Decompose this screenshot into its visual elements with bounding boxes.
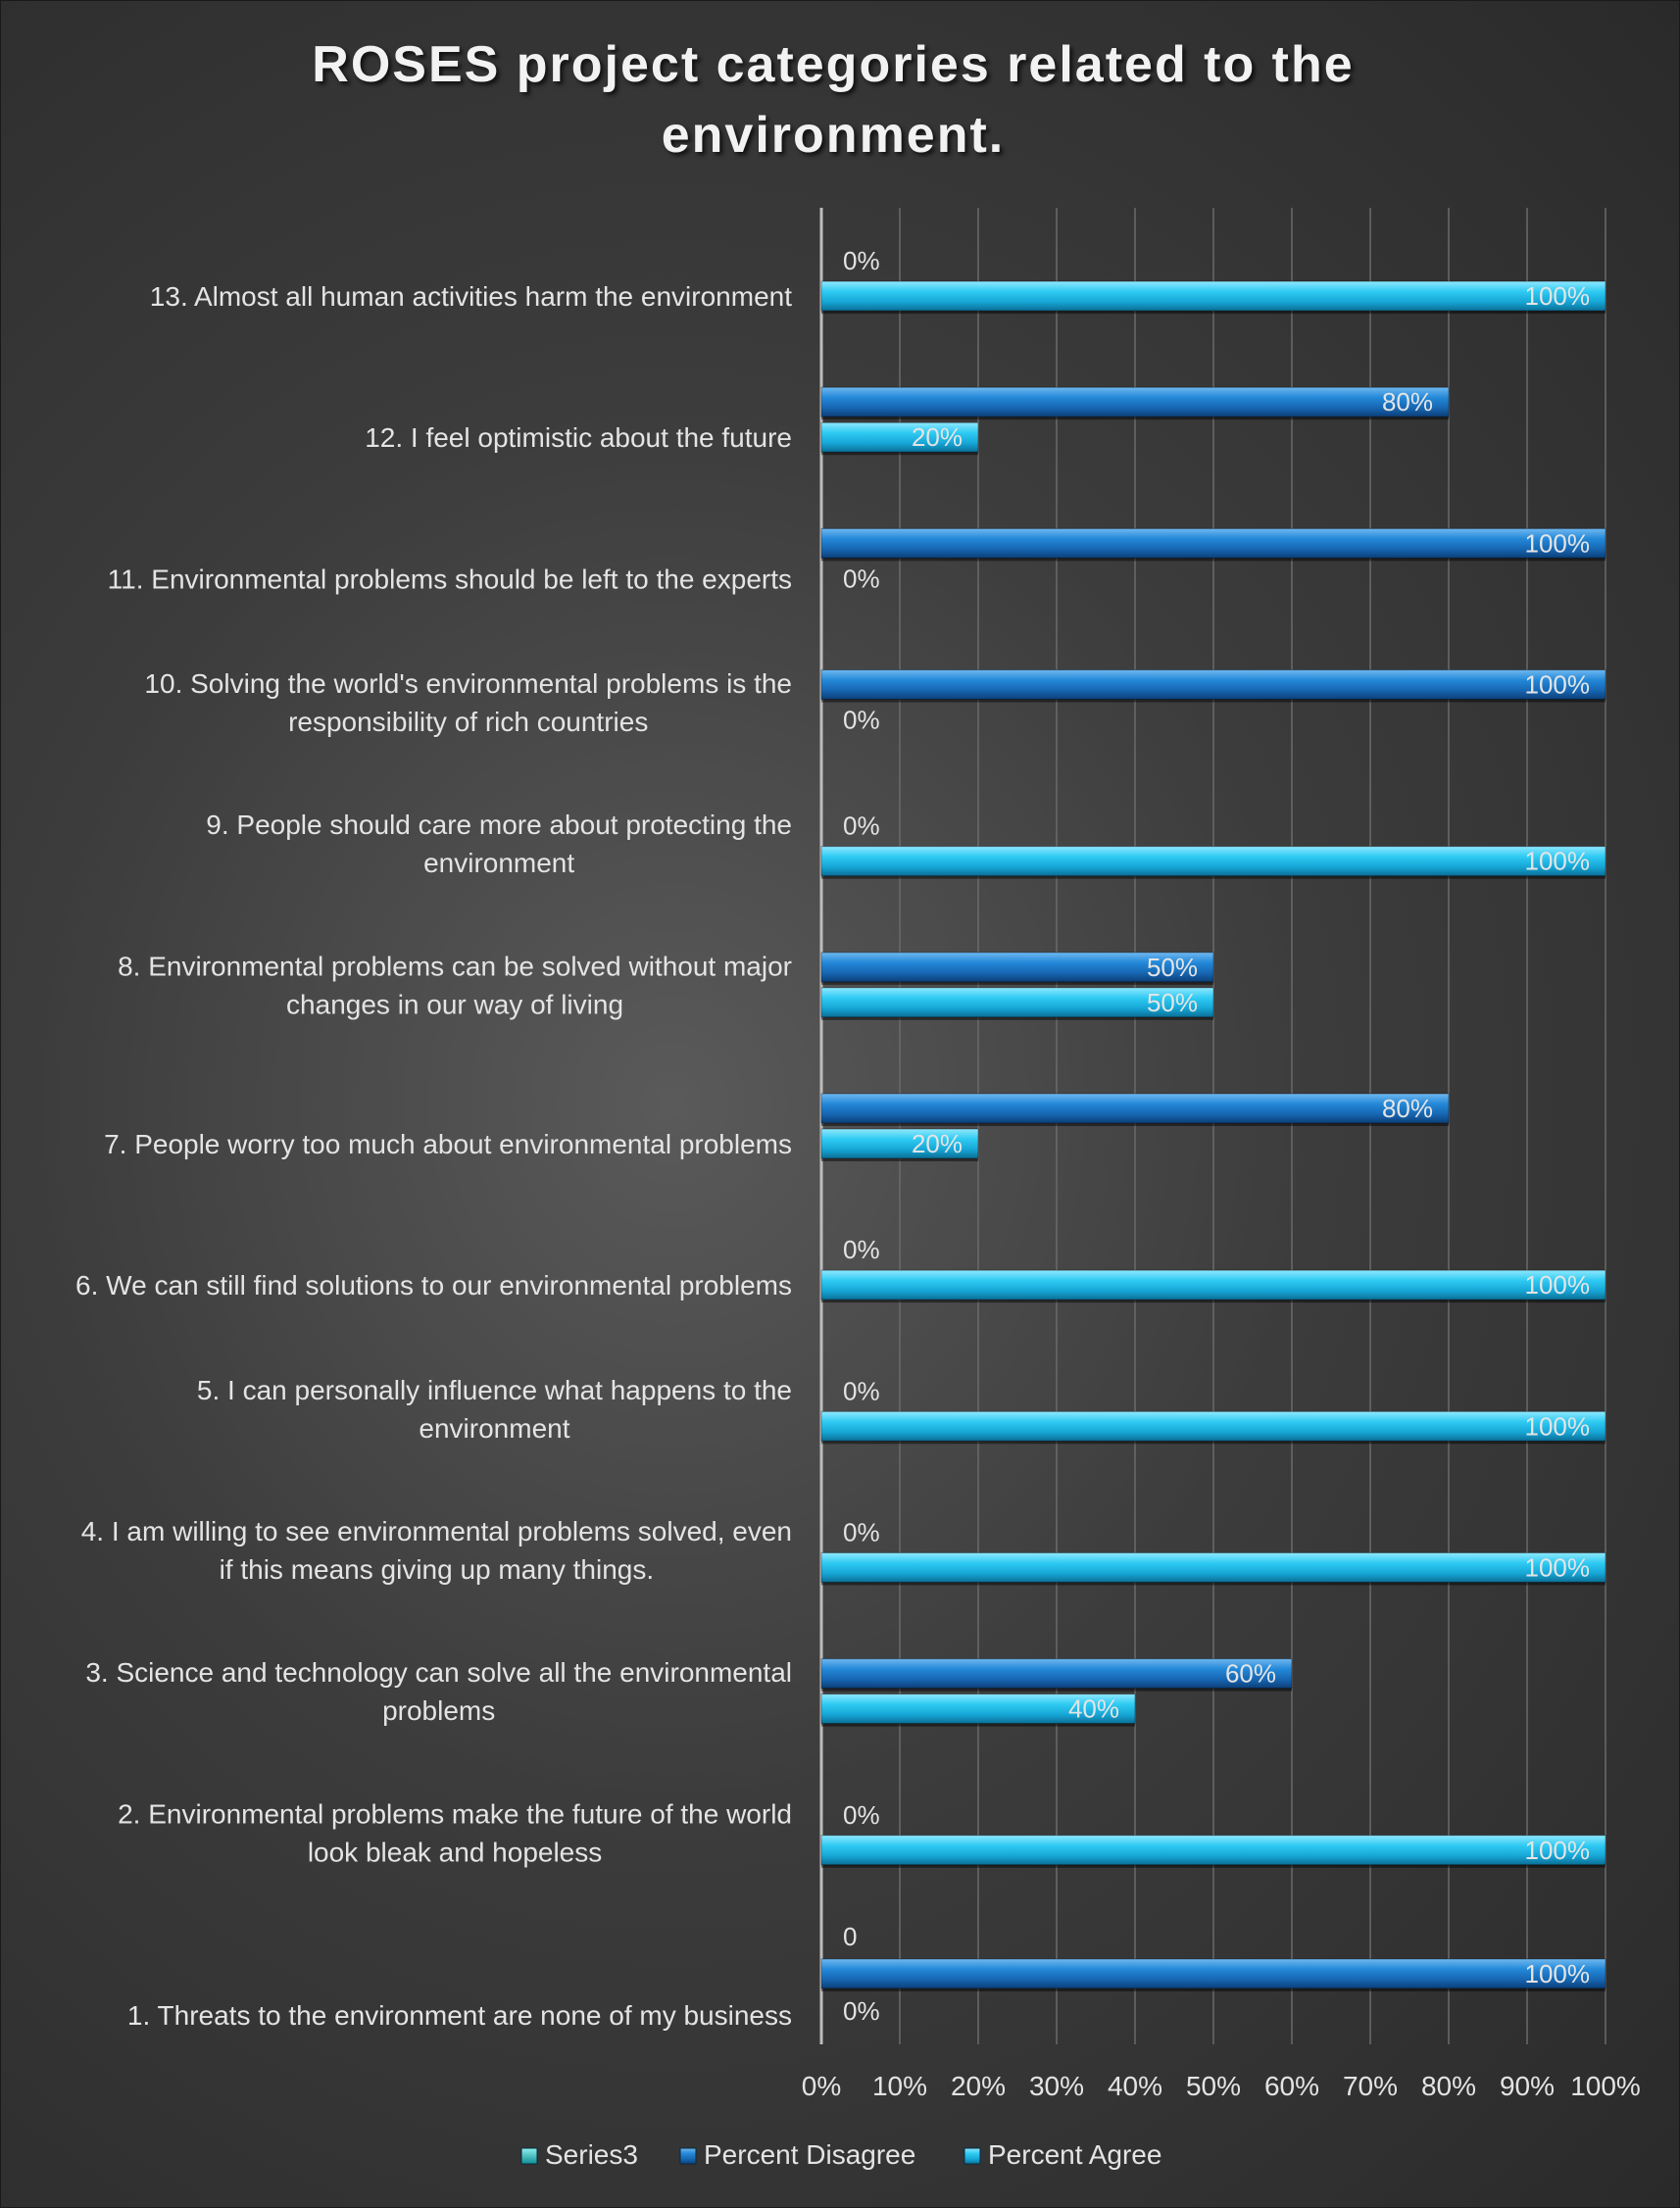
bar-percent-agree bbox=[820, 1269, 1606, 1300]
legend-label: Percent Agree bbox=[988, 2139, 1161, 2170]
chart-title-line-2: environment. bbox=[661, 107, 1006, 164]
x-tick-label: 100% bbox=[1570, 2071, 1641, 2101]
bar-percent-disagree bbox=[820, 669, 1606, 701]
bar-percent-disagree-label: 0% bbox=[843, 1235, 880, 1264]
category-label: responsibility of rich countries bbox=[288, 707, 648, 737]
legend-label: Series3 bbox=[545, 2139, 638, 2170]
x-tick-label: 60% bbox=[1264, 2071, 1319, 2101]
category-label: 9. People should care more about protect… bbox=[206, 810, 792, 840]
x-tick-label: 20% bbox=[951, 2071, 1006, 2101]
bar-percent-disagree-label: 0% bbox=[843, 1376, 880, 1405]
chart-title: ROSES project categories related to the … bbox=[245, 29, 1421, 171]
bar-percent-agree bbox=[820, 1835, 1606, 1866]
bar-percent-disagree bbox=[820, 952, 1214, 983]
bar-percent-disagree bbox=[820, 1093, 1450, 1124]
x-tick-label: 80% bbox=[1421, 2071, 1476, 2101]
bar-percent-agree bbox=[820, 987, 1214, 1018]
x-tick-label: 70% bbox=[1343, 2071, 1398, 2101]
bar-percent-disagree bbox=[820, 527, 1606, 559]
bar-series: 0 100% 0% 0% 100% 60% 40% 0% 100% 0% 100% 0% 100% 80%… bbox=[820, 246, 1606, 2026]
category-label: environment bbox=[423, 848, 574, 878]
legend-swatch bbox=[679, 2147, 697, 2165]
x-axis-ticks: 0% 10% 20% 30% 40% 50% 60% 70% 80% 90% 100% bbox=[802, 2071, 1641, 2101]
x-tick-label: 40% bbox=[1108, 2071, 1162, 2101]
bar-percent-disagree-label: 50% bbox=[1147, 953, 1198, 982]
bar-percent-disagree-label: 80% bbox=[1382, 387, 1433, 417]
legend-swatch bbox=[964, 2147, 981, 2165]
bar-percent-agree-label: 100% bbox=[1525, 1552, 1591, 1582]
x-tick-label: 30% bbox=[1029, 2071, 1084, 2101]
x-tick-label: 0% bbox=[802, 2071, 841, 2101]
bar-percent-agree-label: 100% bbox=[1525, 1836, 1591, 1865]
bar-percent-disagree-label: 100% bbox=[1525, 528, 1591, 558]
legend-label: Percent Disagree bbox=[704, 2139, 915, 2170]
x-tick-label: 50% bbox=[1186, 2071, 1241, 2101]
category-label: environment bbox=[419, 1413, 569, 1444]
bar-percent-disagree-label: 0% bbox=[843, 1517, 880, 1546]
category-label: 11. Environmental problems should be lef… bbox=[108, 564, 792, 594]
category-labels: 1. Threats to the environment are none o… bbox=[75, 281, 792, 2031]
bar-percent-agree bbox=[820, 846, 1606, 877]
chart-title-line-1: ROSES project categories related to the bbox=[312, 36, 1355, 93]
bar-percent-agree-label: 20% bbox=[912, 1129, 963, 1158]
bar-percent-agree bbox=[820, 1410, 1606, 1442]
bar-percent-agree bbox=[820, 1128, 979, 1159]
category-label: 2. Environmental problems make the futur… bbox=[118, 1798, 792, 1829]
category-label: 8. Environmental problems can be solved … bbox=[118, 951, 792, 981]
bar-percent-disagree-label: 0% bbox=[843, 1800, 880, 1830]
legend: Series3 Percent Disagree Percent Agree bbox=[520, 2139, 1161, 2170]
bar-percent-agree-label: 0% bbox=[843, 564, 880, 593]
bar-percent-agree bbox=[820, 421, 979, 453]
bar-percent-disagree-label: 0% bbox=[843, 246, 880, 275]
category-label: 4. I am willing to see environmental pro… bbox=[81, 1516, 792, 1546]
series3-label: 0 bbox=[843, 1922, 857, 1951]
bar-percent-agree-label: 0% bbox=[843, 706, 880, 735]
category-label: 13. Almost all human activities harm the… bbox=[150, 281, 792, 312]
bar-percent-disagree bbox=[820, 1958, 1606, 1989]
legend-swatch bbox=[520, 2147, 538, 2165]
bar-percent-agree-label: 50% bbox=[1147, 988, 1198, 1017]
x-tick-label: 10% bbox=[872, 2071, 927, 2101]
x-tick-label: 90% bbox=[1500, 2071, 1555, 2101]
bar-percent-agree bbox=[820, 1551, 1606, 1583]
grid-lines bbox=[819, 208, 1606, 2044]
category-label: 1. Threats to the environment are none o… bbox=[127, 2000, 792, 2031]
bar-percent-agree-label: 100% bbox=[1525, 1411, 1591, 1441]
category-label: 12. I feel optimistic about the future bbox=[365, 422, 792, 453]
bar-percent-disagree bbox=[820, 386, 1450, 417]
category-label: 5. I can personally influence what happe… bbox=[197, 1375, 792, 1405]
category-label: changes in our way of living bbox=[286, 989, 623, 1019]
category-label: look bleak and hopeless bbox=[308, 1837, 602, 1867]
bar-percent-agree bbox=[820, 1693, 1136, 1725]
bar-percent-agree bbox=[820, 280, 1606, 312]
category-label: if this means giving up many things. bbox=[220, 1554, 655, 1585]
bar-percent-disagree bbox=[820, 1658, 1293, 1690]
bar-percent-agree-label: 40% bbox=[1068, 1694, 1119, 1724]
bar-percent-disagree-label: 0% bbox=[843, 811, 880, 841]
category-label: 6. We can still find solutions to our en… bbox=[75, 1270, 792, 1300]
bar-percent-agree-label: 100% bbox=[1525, 1270, 1591, 1300]
category-label: problems bbox=[382, 1695, 495, 1726]
category-label: 7. People worry too much about environme… bbox=[104, 1129, 792, 1159]
bar-percent-agree-label: 100% bbox=[1525, 281, 1591, 311]
bar-percent-disagree-label: 80% bbox=[1382, 1094, 1433, 1123]
bar-percent-agree-label: 100% bbox=[1525, 847, 1591, 876]
bar-percent-disagree-label: 100% bbox=[1525, 670, 1591, 700]
category-label: 10. Solving the world's environmental pr… bbox=[144, 668, 792, 699]
bar-percent-disagree-label: 60% bbox=[1225, 1659, 1276, 1689]
bar-percent-disagree-label: 100% bbox=[1525, 1959, 1591, 1988]
bar-percent-agree-label: 0% bbox=[843, 1996, 880, 2026]
bar-percent-agree-label: 20% bbox=[912, 422, 963, 452]
category-label: 3. Science and technology can solve all … bbox=[85, 1657, 792, 1688]
